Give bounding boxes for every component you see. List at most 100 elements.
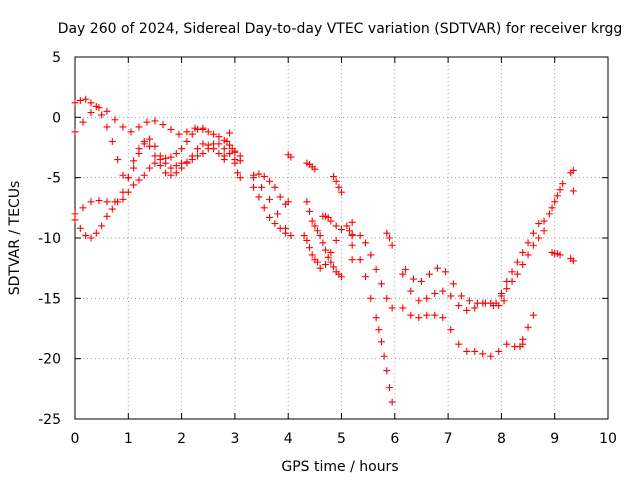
data-point (367, 251, 375, 259)
data-point (330, 172, 338, 180)
data-point (215, 150, 223, 158)
data-point (338, 226, 345, 234)
x-tick-label: 10 (599, 431, 617, 447)
data-point (322, 246, 330, 254)
data-point (130, 181, 138, 189)
data-point (172, 162, 180, 170)
data-point (167, 153, 175, 161)
data-point (103, 107, 111, 115)
series-arc-e (220, 129, 244, 182)
data-point (431, 290, 439, 298)
data-point (471, 347, 479, 355)
y-tick-label: -15 (38, 291, 61, 307)
series-arc-u (383, 229, 396, 249)
data-point (260, 204, 268, 212)
series-arc-bb (545, 180, 567, 218)
data-point (417, 277, 425, 285)
data-point (76, 224, 84, 232)
data-point (556, 186, 564, 194)
series-arc-b (71, 95, 239, 182)
data-point (119, 195, 127, 203)
series-arc-n (300, 232, 319, 264)
data-point (335, 183, 343, 191)
data-point (204, 128, 212, 136)
data-point (92, 102, 100, 110)
data-point (82, 232, 90, 240)
data-point (183, 159, 191, 167)
data-point (425, 270, 433, 278)
data-point (71, 99, 79, 107)
y-tick-label: -10 (38, 231, 61, 247)
series-arc-cc (548, 248, 564, 259)
data-point (519, 335, 527, 343)
data-point (367, 294, 375, 302)
data-point (383, 367, 391, 375)
data-point (388, 304, 396, 312)
data-point (215, 133, 223, 141)
data-point (473, 299, 481, 307)
data-point (276, 193, 284, 201)
data-point (385, 234, 393, 242)
data-point (479, 350, 487, 358)
data-point (439, 287, 447, 295)
data-point (98, 111, 106, 119)
data-point (556, 251, 564, 259)
data-point (300, 232, 308, 240)
data-point (345, 227, 353, 235)
data-point (519, 248, 527, 256)
data-point (487, 352, 495, 360)
data-point (111, 198, 119, 206)
x-tick-label: 2 (177, 431, 186, 447)
data-point (513, 270, 521, 278)
chart-title: Day 260 of 2024, Sidereal Day-to-day VTE… (58, 21, 623, 37)
data-point (457, 292, 465, 300)
data-point (455, 340, 463, 348)
x-tick-label: 4 (284, 431, 293, 447)
data-point (71, 128, 79, 136)
data-point (314, 227, 322, 235)
data-point (559, 180, 567, 188)
data-point (551, 198, 559, 206)
series-arc-y (492, 227, 548, 307)
data-point (375, 326, 383, 334)
data-point (441, 268, 449, 276)
data-point (151, 117, 159, 125)
data-point (127, 128, 135, 136)
series-arc-z (497, 217, 548, 298)
data-point (401, 265, 409, 273)
data-point (266, 177, 274, 185)
x-tick-label: 7 (444, 431, 453, 447)
data-point (87, 198, 95, 206)
data-point (226, 150, 234, 158)
data-point (308, 217, 316, 225)
series-arc-x (401, 264, 497, 310)
data-point (356, 232, 364, 240)
data-point (79, 118, 87, 126)
data-point (162, 169, 170, 177)
data-point (130, 157, 138, 165)
y-tick-label: 5 (52, 50, 61, 66)
series-arc-a (71, 104, 207, 138)
data-point (569, 187, 577, 195)
data-point (540, 217, 548, 225)
data-point (167, 171, 175, 179)
data-point (407, 287, 415, 295)
data-point (162, 154, 170, 162)
data-point (529, 241, 537, 249)
data-point (92, 229, 100, 237)
data-point (98, 222, 106, 230)
data-point (348, 256, 356, 264)
data-point (316, 232, 324, 240)
data-point (306, 207, 314, 215)
data-point (431, 311, 439, 319)
data-point (82, 95, 90, 103)
data-point (103, 212, 111, 220)
data-point (135, 123, 143, 131)
data-point (124, 188, 132, 196)
data-point (151, 159, 159, 167)
data-point (172, 150, 180, 158)
data-point (119, 171, 127, 179)
data-point (146, 164, 154, 172)
data-point (172, 169, 180, 177)
